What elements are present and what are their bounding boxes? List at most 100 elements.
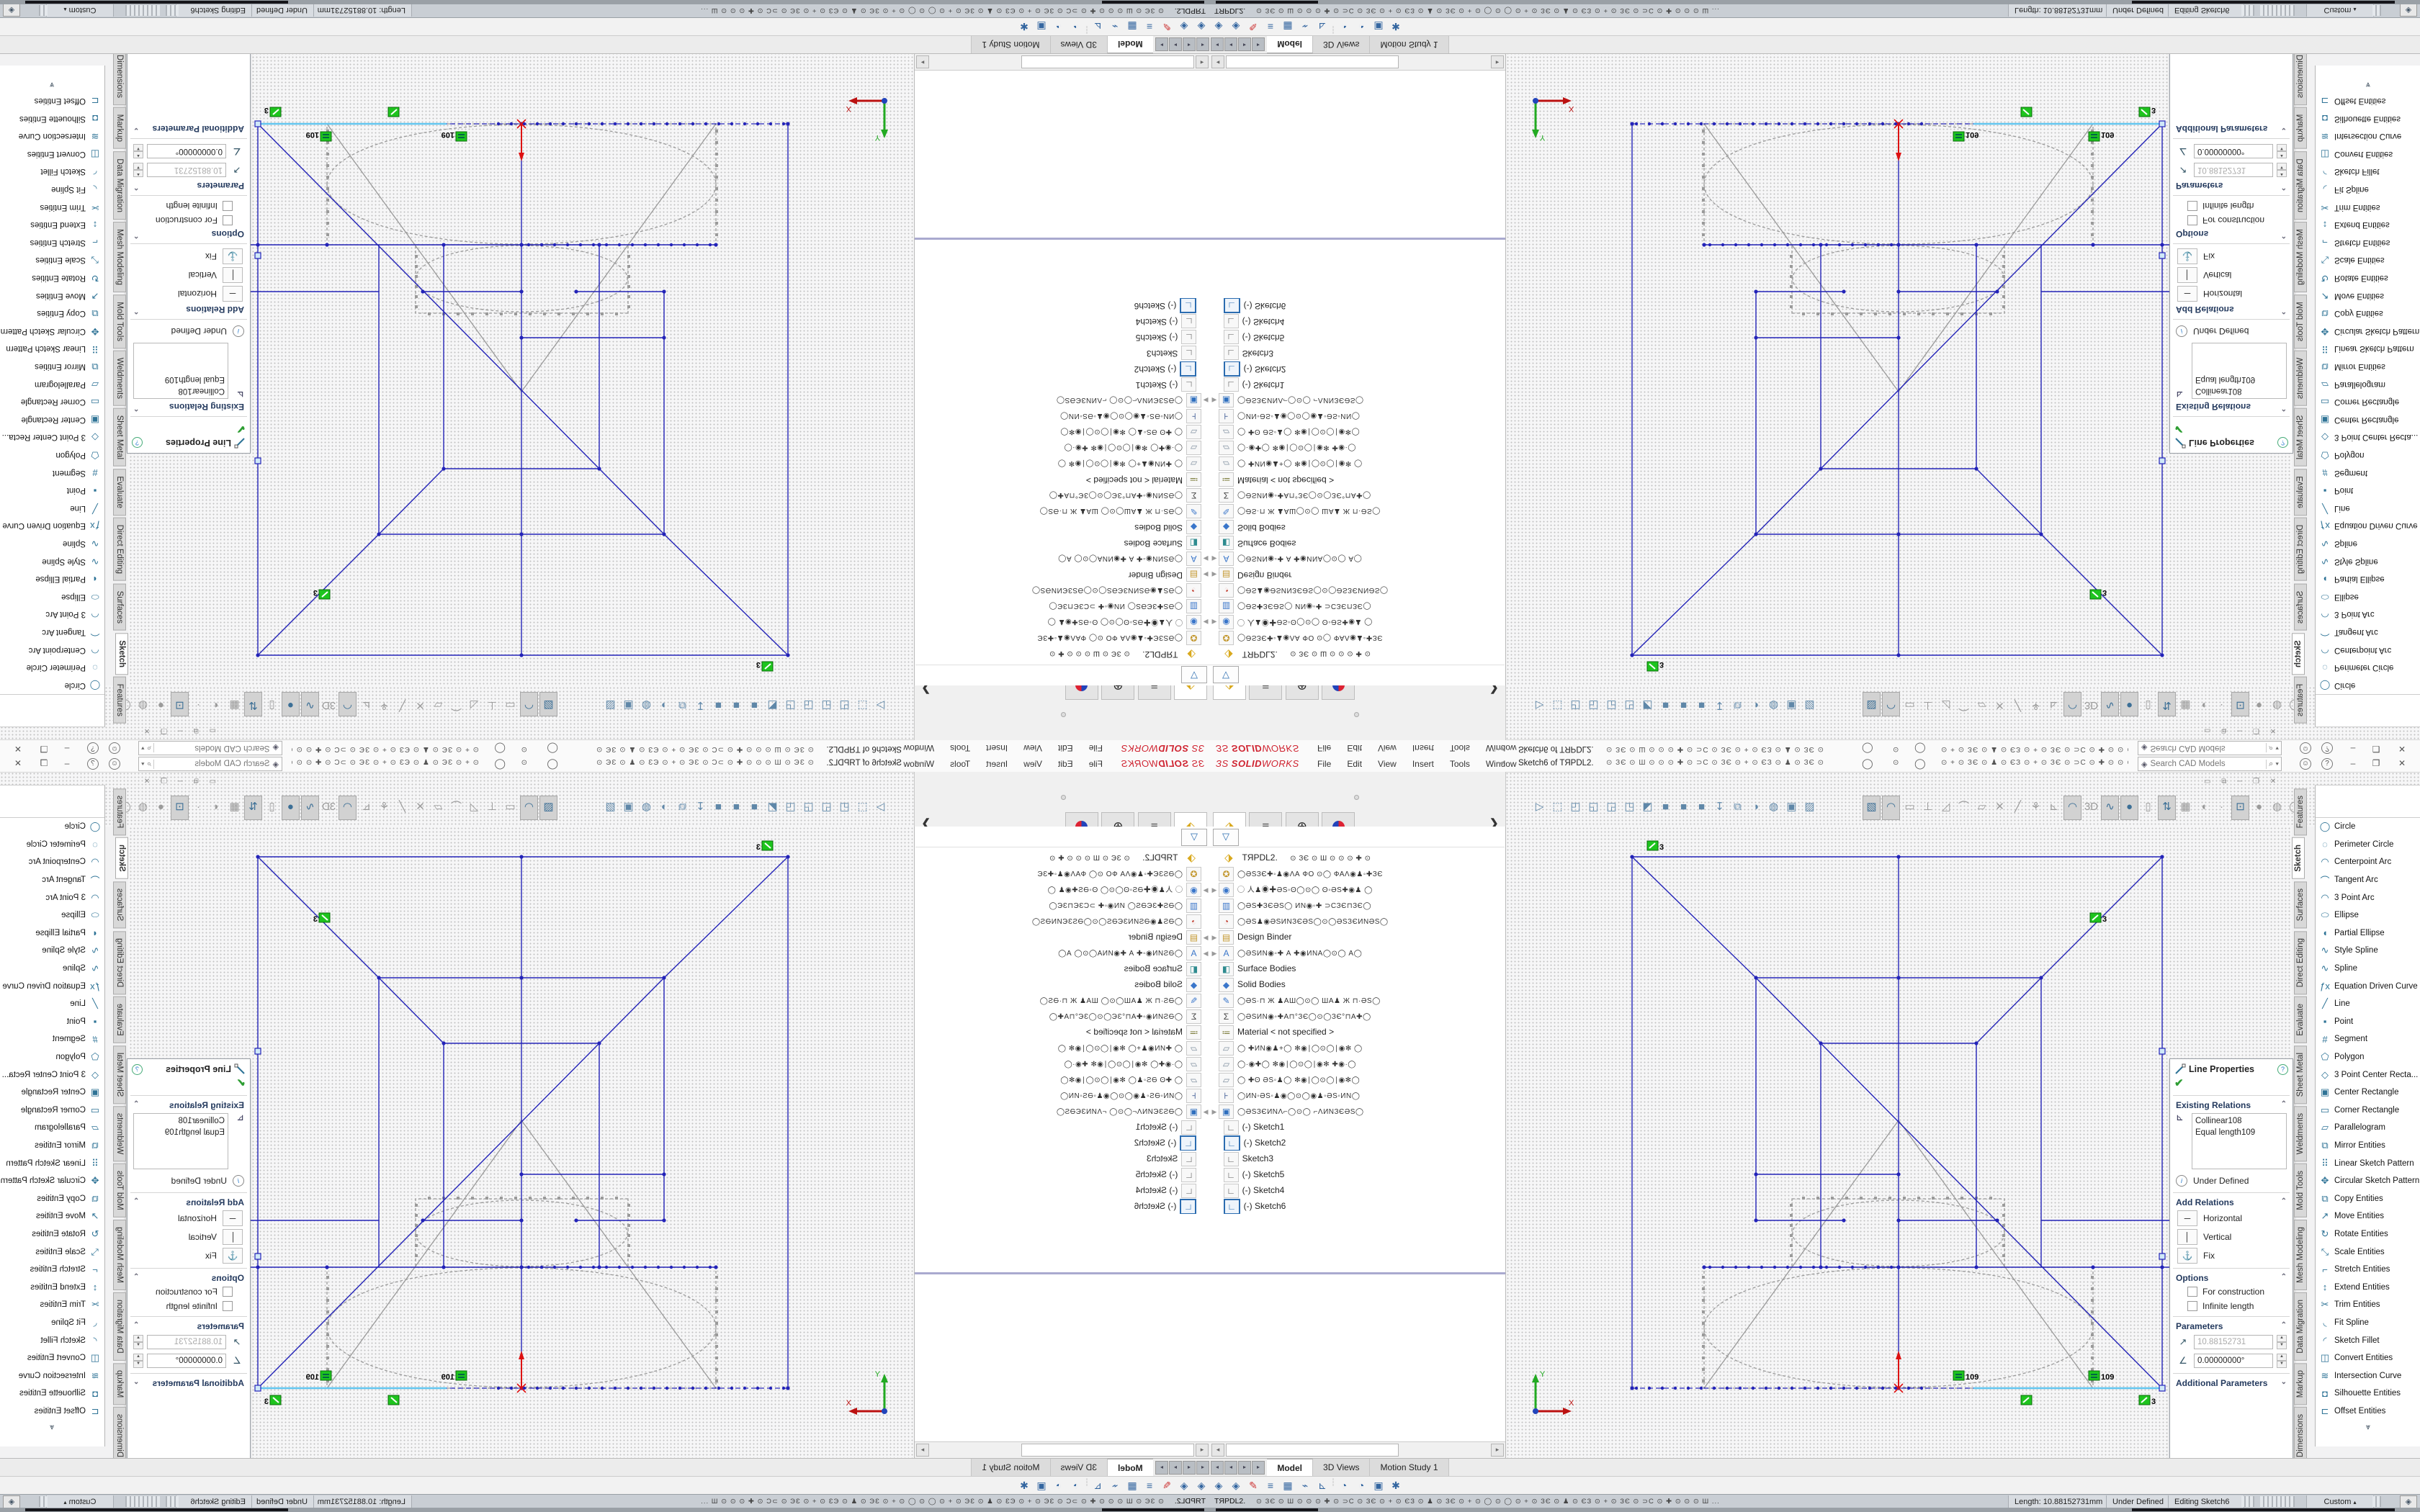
motion-toolbar-icon[interactable]: ⊾ bbox=[1093, 1480, 1102, 1491]
doc-tab-model[interactable]: Model bbox=[1106, 35, 1153, 53]
search-icon[interactable]: ⌕ ▾ bbox=[139, 743, 154, 753]
length-spinner[interactable]: ▲ ▼ bbox=[2277, 163, 2287, 177]
tab-nav-buttons[interactable]: ◂◂▸▸ bbox=[1155, 1461, 1210, 1475]
restore-button[interactable]: ❐ bbox=[40, 744, 48, 754]
tree-item[interactable]: ▶A◯ӘSИN◉◦✚ А ✚◉ИNА◯⊙◯ А◯ bbox=[915, 945, 1210, 960]
sketch-toolbar-icon[interactable]: ◿ bbox=[1941, 699, 1950, 711]
motion-toolbar-icon[interactable]: ◔ bbox=[1072, 1480, 1080, 1491]
sketch-toolbar-icon[interactable]: ⇅ bbox=[244, 796, 262, 820]
tool-item[interactable]: # Segment bbox=[2316, 1030, 2420, 1048]
view-toolbar-icon[interactable]: ◍ bbox=[1768, 801, 1779, 813]
tree-item[interactable]: ∟(-) Sketch5 bbox=[1210, 330, 1505, 346]
tree-item[interactable]: ∟(-) Sketch5 bbox=[915, 1166, 1210, 1182]
sketch-toolbar-icon[interactable]: ▧ bbox=[1863, 692, 1881, 716]
motion-toolbar-icon[interactable]: ≡ bbox=[1146, 21, 1153, 32]
view-toolbar-icon[interactable]: ■ bbox=[1698, 699, 1706, 711]
sketch-toolbar-icon[interactable]: ⚘ bbox=[2030, 699, 2041, 711]
angle-spinner[interactable]: ▲ ▼ bbox=[133, 1354, 143, 1368]
sketch-toolbar-icon[interactable]: ▧ bbox=[539, 692, 557, 716]
tree-item[interactable]: ▶▣◯ӘSЗЄИNΛ⌐◯⊙◯ ⌐ΛИNЗЄӘS◯ bbox=[915, 1103, 1210, 1119]
sketch-toolbar-icon[interactable]: ▦ bbox=[2180, 801, 2191, 813]
tool-item[interactable]: ◫ Convert Entities bbox=[2316, 145, 2420, 163]
tree-item[interactable]: ◔◯ӘS♟◉ӘSИNЗЄӘS◯⊙◯ӘSЗЄИNӘS◯ bbox=[1210, 583, 1505, 599]
tree-item[interactable]: ▶▤Design Binder bbox=[1210, 929, 1505, 945]
relation-tag-edge[interactable]: 3 bbox=[2089, 588, 2107, 600]
menu-tools[interactable]: Tools bbox=[950, 759, 971, 769]
view-toolbar-icon[interactable]: ◍ bbox=[641, 801, 652, 813]
view-toolbar-icon[interactable]: ⧉ bbox=[1734, 801, 1742, 813]
tool-item[interactable]: ⧉ Copy Entities bbox=[2316, 1189, 2420, 1207]
doc-tab-motion-study-1[interactable]: Motion Study 1 bbox=[1370, 36, 1449, 53]
view-toolbar-icon[interactable]: ⬚ bbox=[1552, 699, 1563, 711]
view-toolbar-icon[interactable]: ▣ bbox=[1786, 699, 1797, 711]
motion-toolbar-icon[interactable]: ◔ bbox=[1055, 1480, 1062, 1491]
command-tab-weldments[interactable]: Weldments bbox=[2294, 1106, 2307, 1162]
sketch-toolbar-icon[interactable]: ⚘ bbox=[379, 801, 390, 813]
tool-item[interactable]: ƒx Equation Driven Curve bbox=[2316, 517, 2420, 535]
tree-item[interactable]: ▥◯ӘS✚ЗЄӘS◯ ИN◉◦✚ ⊃CЗЄ⊓ЗЄ◯ bbox=[915, 897, 1210, 913]
length-input[interactable]: 10.88152731 bbox=[2194, 1335, 2273, 1349]
tree-splitter[interactable] bbox=[915, 1272, 1210, 1274]
tool-item[interactable]: ◠ Centerpoint Arc bbox=[0, 853, 104, 871]
menu-view[interactable]: View bbox=[1023, 743, 1042, 753]
tool-item[interactable]: ▣ Center Rectangle bbox=[0, 1084, 104, 1102]
tool-item[interactable]: ◌ Perimeter Circle bbox=[2316, 836, 2420, 854]
tree-item[interactable]: ∟(-) Sketch1 bbox=[915, 377, 1210, 393]
filter-icon[interactable]: ▽ bbox=[1181, 666, 1207, 683]
tree-item[interactable]: ▱◯ ✚ИN◉♟+◯ ✻◉∣◯⊙◯∣◉✻ ◯ bbox=[915, 456, 1210, 472]
endpoint-handles[interactable] bbox=[2159, 1048, 2166, 1392]
tool-item[interactable]: ↻ Rotate Entities bbox=[0, 1225, 104, 1243]
section-existing-relations[interactable]: Existing Relations ⌃ bbox=[2176, 1100, 2287, 1110]
tree-item[interactable]: ▶◉◯ 人♟◉✚ӘS◦ʘ◯⊙◯ ʘ◦ӘS✚◉♟ ◯ bbox=[915, 615, 1210, 631]
tool-item[interactable]: ⬠ Polygon bbox=[2316, 446, 2420, 464]
sketch-toolbar-icon[interactable]: ∿ bbox=[301, 692, 319, 716]
tool-item[interactable]: ◫ Convert Entities bbox=[0, 1349, 104, 1367]
quick-access-circle-icon[interactable]: ◯ bbox=[1914, 743, 1926, 755]
sketch-toolbar-icon[interactable]: ◿ bbox=[470, 801, 479, 813]
sketch-toolbar-icon[interactable]: ∿ bbox=[2101, 796, 2119, 820]
tool-item[interactable]: ∿ Spline bbox=[2316, 960, 2420, 978]
status-units-dropdown[interactable]: Custom ▴ bbox=[46, 1495, 114, 1508]
command-tab-weldments[interactable]: Weldments bbox=[113, 1106, 126, 1162]
motion-toolbar-icon[interactable]: ▣ bbox=[1373, 21, 1384, 32]
menu-insert[interactable]: Insert bbox=[1412, 759, 1434, 769]
view-toolbar-icon[interactable]: ◰ bbox=[1570, 801, 1581, 813]
relation-entry[interactable]: Collinear108 bbox=[2195, 387, 2242, 395]
tool-item[interactable]: ≋ Intersection Curve bbox=[2316, 127, 2420, 145]
add-relation-fix[interactable]: ⚓ Fix bbox=[2170, 247, 2293, 266]
tool-item[interactable]: ◟ Fit Spline bbox=[2316, 181, 2420, 199]
panel-help-icon[interactable]: ? bbox=[132, 1063, 143, 1075]
checkbox-for-construction[interactable]: For construction bbox=[2170, 1284, 2293, 1299]
view-toolbar-icon[interactable]: ◲ bbox=[803, 699, 814, 711]
section-additional-parameters[interactable]: Additional Parameters ⌄ bbox=[133, 124, 244, 134]
relation-tag-edge[interactable]: 3 bbox=[313, 912, 331, 924]
sketch-toolbar-icon[interactable]: ⊾ bbox=[2049, 801, 2058, 813]
tool-item[interactable]: ⬭ Ellipse bbox=[2316, 906, 2420, 924]
sketch-toolbar-icon[interactable]: ⚘ bbox=[2030, 801, 2041, 813]
relation-tag-edge[interactable]: 3 bbox=[1646, 840, 1664, 852]
tool-item[interactable]: ✥ Circular Sketch Pattern bbox=[0, 323, 104, 341]
command-tab-sheet-metal[interactable]: Sheet Metal bbox=[113, 1045, 126, 1104]
view-toolbar-icon[interactable]: ↧ bbox=[1715, 699, 1724, 711]
command-tab-evaluate[interactable]: Evaluate bbox=[113, 469, 126, 516]
tool-item[interactable]: ◟ Fit Spline bbox=[2316, 1314, 2420, 1332]
quick-access-icons-left[interactable]: ⊙ ЗЄ ⊙ Ш ⊙ ⊙ ⊙ ✚ ⊙ ⊃C ⊙ ЗЄ ⊙ + ⊙ ЄЗ ⊙ ♟ … bbox=[1606, 745, 1824, 753]
command-tab-evaluate[interactable]: Evaluate bbox=[2294, 469, 2307, 516]
sketch-toolbar-icon[interactable]: ▧ bbox=[1863, 796, 1881, 820]
tree-root[interactable]: ⬗ TЯPDL2. ⊙ ЗЄ ⊙ Ш ⊙ ⊙ ⊙ ✚ ⊙ bbox=[1210, 850, 1505, 865]
motion-toolbar-icon[interactable]: ▣ bbox=[1036, 21, 1047, 32]
relation-tag-edge[interactable]: 3 bbox=[1646, 660, 1664, 672]
scroll-left-icon[interactable]: ◂ bbox=[1211, 1444, 1224, 1457]
tree-item[interactable]: ⊦◯ИN◦ӘS◦♟◉◯⊙◯◉♟◦ӘS◦ИN◯ bbox=[915, 1087, 1210, 1103]
sketch-toolbar-icon[interactable]: · bbox=[2220, 801, 2223, 813]
sketch-toolbar-icon[interactable]: 3D bbox=[2084, 699, 2099, 711]
tool-item[interactable]: ▱ Parallelogram bbox=[0, 1119, 104, 1137]
tree-item[interactable]: ▶A◯ӘSИN◉◦✚ А ✚◉ИNА◯⊙◯ А◯ bbox=[1210, 945, 1505, 960]
checkbox-icon[interactable] bbox=[223, 1301, 233, 1311]
tree-item[interactable]: ◆Solid Bodies bbox=[915, 976, 1210, 992]
close-button[interactable]: ✕ bbox=[2398, 758, 2406, 768]
tool-item[interactable]: ↗ Move Entities bbox=[0, 1207, 104, 1225]
section-parameters[interactable]: Parameters ⌃ bbox=[2176, 181, 2287, 191]
sketch-toolbar-icon[interactable]: ▭ bbox=[505, 801, 516, 813]
menu-file[interactable]: File bbox=[1317, 743, 1332, 753]
